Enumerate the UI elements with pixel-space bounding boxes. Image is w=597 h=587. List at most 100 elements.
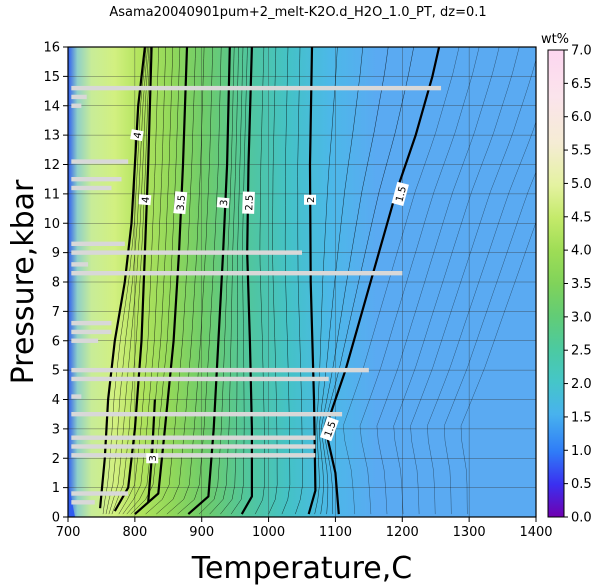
no-data-strip [71,185,112,191]
contour-label-group: 4 [138,194,153,206]
minor-contour-line [342,47,460,515]
contour-labels: 4 4 3.5 3 2.5 2 1.5 1.5 3 [130,129,409,464]
no-data-strip [71,262,89,267]
no-data-strip [71,250,302,255]
no-data-strip [71,394,82,399]
colorbar: wt% 0.0 0.5 1.0 1.5 2.0 2.5 3.0 3.5 4.0 4.5 5.0 5.5… [541,32,592,526]
minor-contour-line [410,58,536,515]
contour-label-bg [320,416,339,442]
colorbar-tick-label: 4.5 [571,210,592,225]
y-tick-label: 2 [52,452,60,467]
no-data-gaps [71,85,442,505]
contour-line [240,47,253,515]
y-tick-label: 8 [52,276,60,291]
minor-contour-line [376,47,500,515]
contour-label: 2 [306,197,317,203]
colorbar-tick-label: 7.0 [571,44,592,59]
y-tick-label: 15 [43,70,60,85]
no-data-strip [71,85,442,91]
minor-contour-line [460,221,536,515]
x-axis-title: Temperature,C [191,551,413,586]
minor-contour-line [318,47,364,515]
plot-area: 4 4 3.5 3 2.5 2 1.5 1.5 3 [68,47,536,517]
contour-label: 4 [141,196,153,203]
contour-label: 3 [148,455,159,461]
contour-label-bg [304,194,317,205]
no-data-strip [71,329,112,335]
contour-label-group: 3 [146,453,159,464]
contour-label-group: 3 [216,197,231,209]
y-tick-label: 7 [52,305,60,320]
no-data-strip [71,159,129,164]
contour-line [187,47,231,515]
no-data-strip [71,453,316,458]
contour-label-bg [130,129,144,142]
contour-label-group: 3.5 [173,191,188,215]
colorbar-tick-label: 0.5 [571,477,592,492]
x-tick-label: 1100 [319,525,352,540]
no-data-strip [71,338,99,343]
low-melt-corner [68,480,75,517]
no-data-strip [71,367,369,373]
colorbar-tick-label: 3.5 [571,277,592,292]
no-data-strip [71,491,129,496]
colorbar-tick-label: 6.0 [571,110,592,125]
no-data-strip [71,376,329,382]
no-data-strip [71,94,87,100]
colorbar-tick-label: 5.5 [571,144,592,159]
no-data-strip [71,320,112,326]
colorbar-tick-label: 1.5 [571,410,592,425]
minor-contour-line [443,171,536,515]
y-axis-title: Pressure,kbar [6,179,41,384]
colorbar-tick-label: 0.0 [571,511,592,526]
contour-label: 2.5 [244,195,256,211]
y-tick-label: 16 [43,41,60,56]
contour-label-group: 2 [304,194,317,205]
contour-label: 3 [219,199,231,206]
no-data-strip [71,444,316,449]
minor-contour-line [393,47,520,515]
colorbar-tick-label: 2.5 [571,344,592,359]
contour-label-bg [138,194,152,206]
contour-label-bg [391,181,409,207]
contour-label: 1.5 [394,185,409,203]
y-tick-label: 5 [52,364,60,379]
colorbar-tick-label: 2.0 [571,377,592,392]
colorbar-tick-label: 4.0 [571,244,592,259]
y-tick-label: 3 [52,422,60,437]
no-data-strip [71,411,343,417]
contour-label: 1.5 [323,420,339,439]
y-tick-label: 1 [52,481,60,496]
y-tick-label: 12 [43,158,60,173]
contour-label-bg [173,191,188,215]
contour-label-bg [146,453,159,464]
colorbar-label: wt% [541,32,569,47]
colorbar-ticks: 0.0 0.5 1.0 1.5 2.0 2.5 3.0 3.5 4.0 4.5 5.0 5.5 6.0 6… [564,44,592,526]
y-tick-label: 14 [43,99,60,114]
contour-line [307,47,317,515]
contour-line [147,399,156,503]
no-data-strip [71,270,403,276]
colorbar-tick-label: 1.0 [571,444,592,459]
contour-label-group: 1.5 [320,416,339,442]
minor-contour-line [359,47,480,515]
x-axis: 700 800 900 1000 1100 1200 1300 1400 [56,517,553,540]
no-data-strip [71,241,125,247]
y-tick-label: 0 [52,511,60,526]
no-data-strip [71,435,316,440]
major-contours [99,47,441,515]
contour-line [324,47,441,515]
y-tick-label: 4 [52,393,60,408]
x-tick-label: 1300 [453,525,486,540]
colorbar-tick-label: 3.0 [571,310,592,325]
x-tick-label: 1400 [519,525,552,540]
chart-title: Asama20040901pum+2_melt-K2O.d_H2O_1.0_PT… [109,5,486,20]
y-tick-label: 11 [43,187,60,202]
colorbar-tick-label: 5.0 [571,177,592,192]
x-tick-label: 700 [56,525,81,540]
x-tick-label: 1200 [386,525,419,540]
y-tick-label: 9 [52,246,60,261]
no-data-strip [71,500,95,505]
